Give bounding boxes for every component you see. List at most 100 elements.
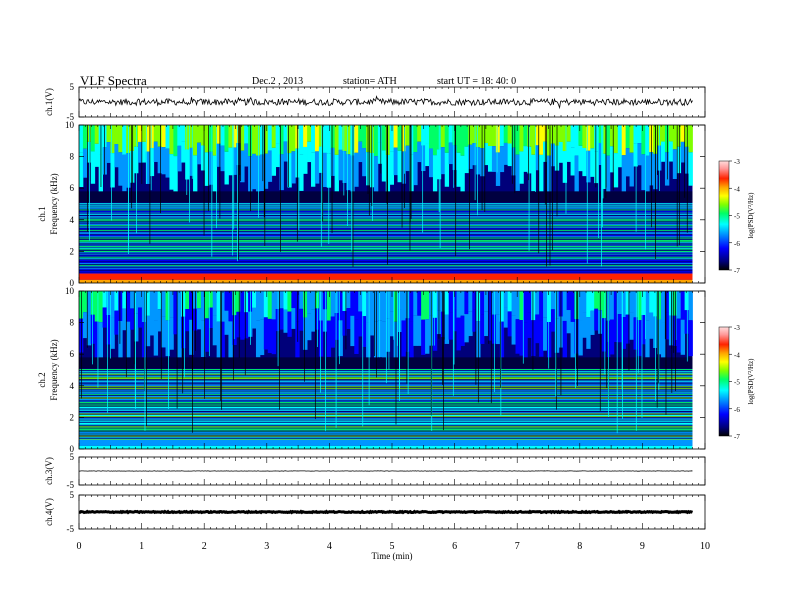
- colorbar-tick-label: -5: [734, 379, 740, 387]
- spectrogram-cell: [440, 311, 446, 338]
- spectrogram-cell: [495, 314, 501, 345]
- spectrogram-cell: [267, 150, 273, 182]
- spectrogram-cell: [118, 152, 123, 186]
- spectrogram-cell: [283, 309, 288, 333]
- spectrogram-cell: [145, 151, 151, 184]
- spectrogram-cell: [240, 312, 245, 340]
- spectrogram-cell: [558, 125, 564, 143]
- spectrogram-cell: [511, 125, 516, 148]
- spectrogram-cell: [633, 291, 638, 318]
- spectrogram-cell: [314, 308, 320, 330]
- panel-frame: [78, 290, 706, 450]
- spectrogram-cell: [664, 291, 670, 313]
- spectrogram-cell: [259, 319, 265, 356]
- spectrogram-cell: [641, 314, 646, 345]
- spectrogram-cell: [578, 320, 583, 356]
- spectrogram-cell: [279, 308, 284, 330]
- spectrogram-cell: [165, 320, 170, 357]
- spectrogram-cell: [110, 291, 115, 318]
- spectrogram-cell: [303, 291, 308, 318]
- spectrogram-cell: [484, 311, 489, 337]
- spectrogram-cell: [590, 148, 595, 177]
- spectrogram-cell: [299, 154, 304, 191]
- spectrogram-cell: [641, 125, 646, 155]
- y-tick-label: 5: [70, 82, 75, 92]
- spectrogram-cell: [491, 314, 497, 344]
- x-tick-label: 10: [700, 541, 710, 552]
- spectrogram-cell: [267, 318, 273, 354]
- spectrogram-cell: [468, 311, 473, 337]
- spectrogram-cell: [444, 125, 450, 153]
- spectrogram-cell: [515, 291, 520, 320]
- spectrogram-cell: [613, 153, 619, 188]
- spectrogram-cell: [594, 291, 599, 309]
- spectrogram-cell: [476, 125, 481, 148]
- spectrogram-cell: [86, 141, 92, 163]
- spectrogram-cell: [134, 313, 139, 342]
- spectrogram-cell: [122, 154, 127, 192]
- spectrogram-cell: [527, 146, 532, 174]
- spectrogram-cell: [94, 291, 100, 322]
- spectrogram-cell: [362, 125, 367, 149]
- spectrogram-cell: [503, 125, 509, 143]
- spectrogram-cell: [90, 314, 96, 344]
- spectrogram-cell: [484, 125, 489, 144]
- spectrogram-cell: [330, 291, 336, 317]
- spectrogram-cell: [385, 291, 391, 319]
- spectrogram-cell: [283, 291, 288, 310]
- spectrogram-cell: [98, 291, 103, 323]
- spectrogram-cell: [137, 291, 143, 308]
- ch1-waveform-panel: ch.1(V) 5 -5: [44, 82, 706, 122]
- spectrogram-cell: [153, 141, 159, 162]
- spectrogram-cell: [134, 291, 139, 314]
- spectrogram-cell: [279, 154, 284, 191]
- spectrogram-cell: [417, 141, 422, 163]
- spectrogram-cell: [401, 125, 406, 152]
- spectrogram-cell: [688, 320, 693, 357]
- spectrogram-cell: [566, 291, 571, 311]
- spectrogram-cell: [196, 142, 202, 165]
- spectrogram-cell: [110, 317, 115, 349]
- spectrogram-cell: [161, 125, 166, 148]
- spectrogram-cell: [472, 143, 477, 166]
- spectrogram-cell: [350, 125, 355, 156]
- spectrogram-cell: [566, 310, 571, 334]
- spectrogram-cell: [228, 321, 233, 359]
- spectrogram-cell: [444, 291, 450, 315]
- spectrogram-cell: [464, 125, 469, 147]
- spectrogram-cell: [539, 291, 544, 321]
- spectrogram-cell: [480, 291, 485, 315]
- spectrogram-cell: [448, 291, 453, 313]
- spectrogram-cell: [263, 317, 269, 350]
- spectrogram-cell: [448, 125, 453, 143]
- spectrogram-cell: [432, 291, 438, 318]
- spectrogram-cell: [633, 317, 638, 350]
- spectrogram-cell: [425, 143, 430, 167]
- spectrogram-cell: [334, 154, 339, 192]
- spectrogram-cell: [193, 155, 198, 193]
- spectrogram-cell: [216, 143, 221, 167]
- spectrogram-cell: [499, 291, 505, 322]
- y-tick-label: 0: [70, 278, 75, 288]
- spectrogram-cell: [578, 291, 583, 321]
- spectrogram-cell: [189, 319, 194, 355]
- spectrogram-cell: [232, 291, 237, 316]
- spectrogram-cell: [255, 125, 261, 156]
- spectrogram-cell: [582, 291, 587, 313]
- spectrogram-cell: [299, 291, 304, 309]
- spectrogram-cell: [244, 125, 249, 144]
- spectrogram-cell: [456, 152, 461, 187]
- spectrogram-cell: [625, 125, 630, 149]
- spectrogram-cell: [193, 291, 198, 309]
- spectrogram-cell: [609, 291, 615, 320]
- spectrogram-cell: [602, 318, 607, 352]
- spectrogram-cell: [633, 143, 638, 167]
- spectrogram-cell: [460, 155, 465, 194]
- spectrogram-cell: [145, 291, 151, 316]
- spectrogram-cell: [291, 125, 296, 152]
- spectrogram-cell: [672, 149, 678, 179]
- x-tick-label: 7: [515, 541, 520, 552]
- spectrogram-cell: [244, 312, 249, 339]
- spectrogram-cell: [322, 309, 328, 332]
- spectrogram-cell: [621, 291, 627, 318]
